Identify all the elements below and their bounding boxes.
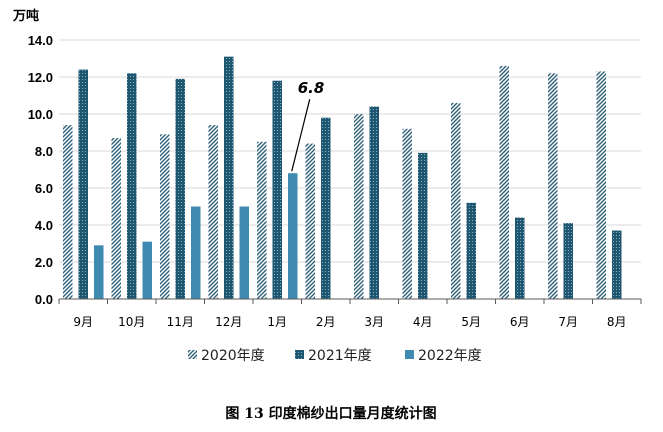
gridlines [59,39,641,263]
annotation-leader-line [291,99,311,172]
bars [63,56,622,300]
x-tick-label: 2月 [316,315,336,329]
x-tick-label: 3月 [364,315,384,329]
x-tick-label: 11月 [167,315,194,329]
annotation: 6.8 [291,79,325,172]
bar-2020-9 [451,102,461,300]
legend-label-2022: 2022年度 [418,348,482,364]
x-axis: 9月 10月 11月 12月 1月 2月 3月 4月 5月 6月 7月 8月 [58,298,642,329]
bar-2021-9 [466,202,476,299]
bar-2020-7 [354,114,364,299]
bar-2020-10 [499,65,509,300]
bar-2022-1 [94,245,104,299]
bar-2020-4 [208,125,218,299]
bar-2021-10 [515,217,525,299]
x-tick-label: 7月 [558,315,578,329]
bar-2022-2 [142,241,152,299]
unit-label: 万吨 [12,8,39,24]
figure-caption: 图 13 印度棉纱出口量月度统计图 [225,405,436,422]
bar-2022-3 [191,206,201,299]
bar-2022-4 [239,206,249,299]
bar-2022-5 [288,173,298,299]
bar-2021-7 [369,106,379,299]
y-tick-label: 12.0 [28,70,53,85]
x-tick-label: 6月 [510,315,530,329]
bar-2021-6 [321,117,331,299]
legend-swatch-2021 [295,350,304,359]
bar-2020-1 [63,125,73,299]
x-tick-label: 10月 [118,315,145,329]
y-tick-label: 10.0 [28,107,53,122]
x-tick-label: 12月 [215,315,242,329]
legend-swatch-2020 [188,350,197,359]
bar-2021-2 [127,73,137,299]
y-tick-label: 8.0 [35,144,53,159]
y-tick-label: 2.0 [35,255,53,270]
legend-swatch-2022 [405,350,414,359]
x-tick-label: 1月 [267,315,287,329]
bar-2020-6 [305,143,315,299]
bar-2021-3 [175,78,185,299]
legend-label-2021: 2021年度 [308,348,372,364]
y-axis: 0.0 2.0 4.0 6.0 8.0 10.0 12.0 14.0 [28,33,53,307]
bar-2021-5 [272,80,282,299]
legend: 2020年度 2021年度 2022年度 [188,348,482,364]
bar-2021-8 [418,152,428,299]
y-tick-label: 4.0 [35,218,53,233]
bar-2020-11 [548,73,558,299]
y-tick-label: 0.0 [35,292,53,307]
bar-2021-11 [563,223,573,299]
y-tick-label: 6.0 [35,181,53,196]
x-tick-label: 8月 [607,315,627,329]
annotation-label: 6.8 [298,79,325,97]
bar-2020-2 [111,138,121,299]
y-tick-label: 14.0 [28,33,53,48]
x-tick-label: 9月 [73,315,93,329]
bar-2020-3 [160,134,170,299]
legend-label-2020: 2020年度 [201,348,265,364]
bar-2021-4 [224,56,234,300]
bar-2021-1 [78,69,88,299]
bar-2020-12 [596,71,606,299]
x-tick-label: 5月 [461,315,481,329]
bar-2020-8 [402,128,412,299]
bar-2021-12 [612,230,622,299]
x-tick-label: 4月 [413,315,433,329]
bar-2020-5 [257,141,267,299]
